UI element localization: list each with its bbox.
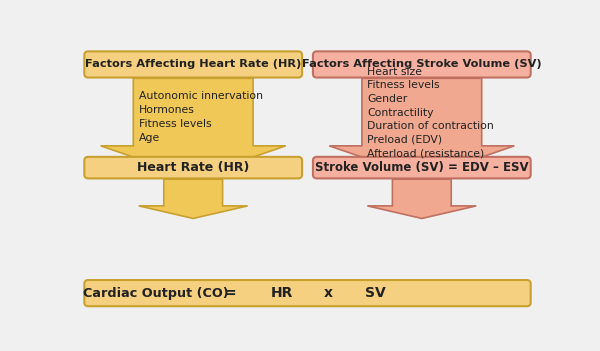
Text: =: =	[224, 286, 236, 300]
FancyBboxPatch shape	[84, 51, 302, 78]
Polygon shape	[329, 78, 514, 178]
Text: Heart Rate (HR): Heart Rate (HR)	[137, 161, 250, 174]
Polygon shape	[139, 179, 248, 218]
Text: Cardiac Output (CO): Cardiac Output (CO)	[83, 287, 229, 300]
Text: HR: HR	[271, 286, 293, 300]
Text: Factors Affecting Heart Rate (HR): Factors Affecting Heart Rate (HR)	[85, 59, 301, 69]
Text: Heart size
Fitness levels
Gender
Contractility
Duration of contraction
Preload (: Heart size Fitness levels Gender Contrac…	[367, 67, 494, 158]
Text: Factors Affecting Stroke Volume (SV): Factors Affecting Stroke Volume (SV)	[302, 59, 542, 69]
Text: x: x	[324, 286, 333, 300]
FancyBboxPatch shape	[84, 280, 531, 306]
Polygon shape	[101, 78, 286, 178]
Text: SV: SV	[365, 286, 385, 300]
Text: Stroke Volume (SV) = EDV – ESV: Stroke Volume (SV) = EDV – ESV	[315, 161, 529, 174]
FancyBboxPatch shape	[313, 51, 531, 78]
FancyBboxPatch shape	[313, 157, 531, 178]
FancyBboxPatch shape	[84, 157, 302, 178]
Polygon shape	[367, 179, 476, 218]
Text: Autonomic innervation
Hormones
Fitness levels
Age: Autonomic innervation Hormones Fitness l…	[139, 91, 263, 143]
